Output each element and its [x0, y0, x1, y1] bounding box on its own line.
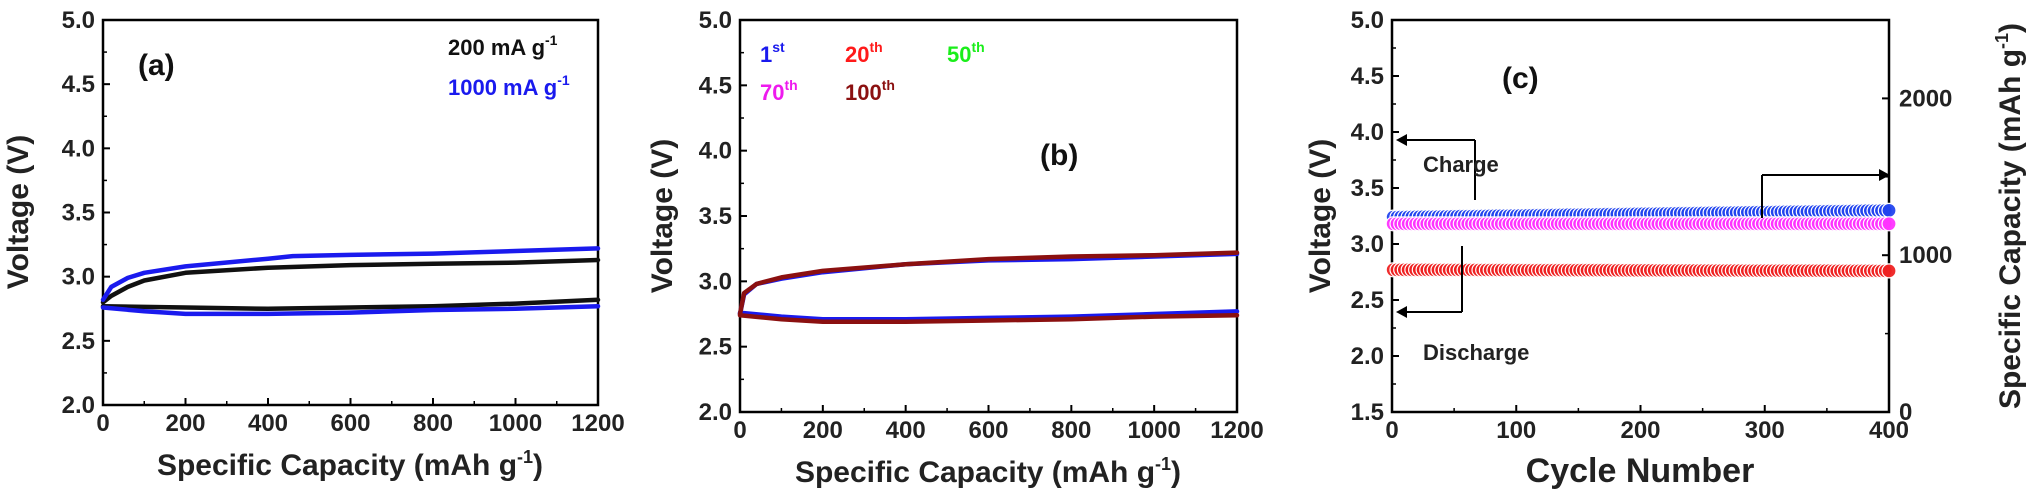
panel-c-xlabel: Cycle Number [1526, 452, 1755, 490]
panel-b-lines [737, 250, 1240, 325]
y-tick-label: 2.0 [62, 392, 95, 419]
panel-c: 0 100 200 300 400 1.5 2.0 2.5 3.0 3.5 4.0 4.5 5.0 0 10… [1304, 7, 2027, 490]
legend-entry-1st: 1st [760, 39, 785, 67]
x-tick-label: 600 [330, 410, 370, 437]
y-tick-label: 3.0 [1351, 231, 1384, 258]
annotation-discharge: Discharge [1423, 340, 1529, 365]
panel-a-xlabel: Specific Capacity (mAh g-1) [157, 447, 543, 482]
panel-a-ticks: 0 200 400 600 800 1000 1200 2.0 2.5 3.0 3.5 4.0 4.5 5… [62, 7, 625, 437]
panel-c-points [1385, 202, 1897, 279]
y-tick-label: 2.0 [1351, 343, 1384, 370]
series-line-charge [100, 257, 601, 305]
panel-c-ticks: 0 100 200 300 400 1.5 2.0 2.5 3.0 3.5 4.0 4.5 5.0 0 10… [1351, 7, 1953, 444]
y2-tick-label: 1000 [1899, 242, 1952, 269]
data-point-discharge [1881, 263, 1897, 279]
y-tick-label: 4.5 [62, 71, 95, 98]
y-tick-label: 2.5 [699, 334, 732, 361]
x-tick-label: 1000 [489, 410, 542, 437]
panel-b-frame [738, 18, 1239, 414]
series-line-charge [737, 250, 1240, 317]
legend-entry-200: 200 mA g-1 [448, 32, 558, 60]
data-point-specific-capacity [1881, 216, 1897, 232]
legend-entry-1000: 1000 mA g-1 [448, 72, 570, 100]
y2-tick-label: 0 [1899, 399, 1912, 426]
panel-a-ylabel: Voltage (V) [2, 135, 35, 289]
x-tick-label: 1200 [1210, 417, 1263, 444]
y-tick-label: 4.0 [1351, 119, 1384, 146]
x-tick-label: 800 [1051, 417, 1091, 444]
series-line-discharge [100, 303, 601, 317]
y-tick-label: 3.0 [62, 264, 95, 291]
y-tick-label: 3.5 [62, 200, 95, 227]
y-tick-label: 2.5 [1351, 287, 1384, 314]
legend-entry-70th: 70th [760, 77, 798, 105]
x-tick-label: 1200 [571, 410, 624, 437]
panel-b-legend: 1st 20th 50th 70th 100th [760, 39, 985, 105]
x-tick-label: 0 [1385, 417, 1398, 444]
y-tick-label: 4.5 [1351, 63, 1384, 90]
y2-tick-label: 2000 [1899, 85, 1952, 112]
capacity-arrowhead [1879, 169, 1890, 181]
y-tick-label: 3.5 [699, 203, 732, 230]
x-tick-label: 200 [165, 410, 205, 437]
panel-c-y2label: Specific Capacity (mAh g-1) [1992, 23, 2027, 409]
series-line-charge [100, 246, 601, 303]
discharge-arrowhead [1396, 306, 1407, 318]
x-tick-label: 0 [96, 410, 109, 437]
y-tick-label: 1.5 [1351, 399, 1384, 426]
x-tick-label: 200 [1620, 417, 1660, 444]
panel-b: 0 200 400 600 800 1000 1200 2.0 2.5 3.0 3.5 4.0 4.5 5… [646, 7, 1264, 489]
panel-b-ylabel: Voltage (V) [646, 139, 679, 293]
y-tick-label: 4.0 [699, 138, 732, 165]
panel-a-lines [100, 246, 601, 317]
x-tick-label: 100 [1496, 417, 1536, 444]
x-tick-label: 400 [1869, 417, 1909, 444]
panel-c-ylabel: Voltage (V) [1304, 139, 1337, 293]
panel-a-label: (a) [138, 49, 175, 82]
y-tick-label: 3.0 [699, 268, 732, 295]
x-tick-label: 0 [733, 417, 746, 444]
x-tick-label: 200 [803, 417, 843, 444]
y-tick-label: 2.0 [699, 399, 732, 426]
y-tick-label: 4.5 [699, 72, 732, 99]
legend-entry-20th: 20th [845, 39, 883, 67]
legend-entry-100th: 100th [845, 77, 895, 105]
series-line-charge [737, 251, 1240, 317]
charge-arrowhead [1396, 134, 1407, 146]
panel-b-xlabel: Specific Capacity (mAh g-1) [795, 454, 1181, 489]
x-tick-label: 400 [886, 417, 926, 444]
y-tick-label: 3.5 [1351, 175, 1384, 202]
series-line-discharge [737, 313, 1240, 325]
series-line-discharge [737, 309, 1240, 322]
legend-entry-50th: 50th [947, 39, 985, 67]
panel-b-ticks: 0 200 400 600 800 1000 1200 2.0 2.5 3.0 3.5 4.0 4.5 5… [699, 7, 1264, 444]
data-point-charge [1881, 202, 1897, 218]
y-tick-label: 5.0 [699, 7, 732, 34]
y-tick-label: 5.0 [1351, 7, 1384, 34]
x-tick-label: 400 [248, 410, 288, 437]
panel-b-label: (b) [1040, 139, 1078, 172]
x-tick-label: 600 [968, 417, 1008, 444]
x-tick-label: 1000 [1127, 417, 1180, 444]
series-line-discharge [100, 297, 601, 312]
y-tick-label: 4.0 [62, 135, 95, 162]
panel-a: 0 200 400 600 800 1000 1200 2.0 2.5 3.0 3.5 4.0 4.5 5… [2, 7, 625, 482]
annotation-charge: Charge [1423, 152, 1499, 177]
panel-c-annotations [1396, 134, 1890, 318]
panel-a-legend: 200 mA g-1 1000 mA g-1 [448, 32, 570, 100]
x-tick-label: 300 [1745, 417, 1785, 444]
y-tick-label: 5.0 [62, 7, 95, 34]
y-tick-label: 2.5 [62, 328, 95, 355]
x-tick-label: 800 [413, 410, 453, 437]
panel-c-label: (c) [1502, 62, 1539, 95]
